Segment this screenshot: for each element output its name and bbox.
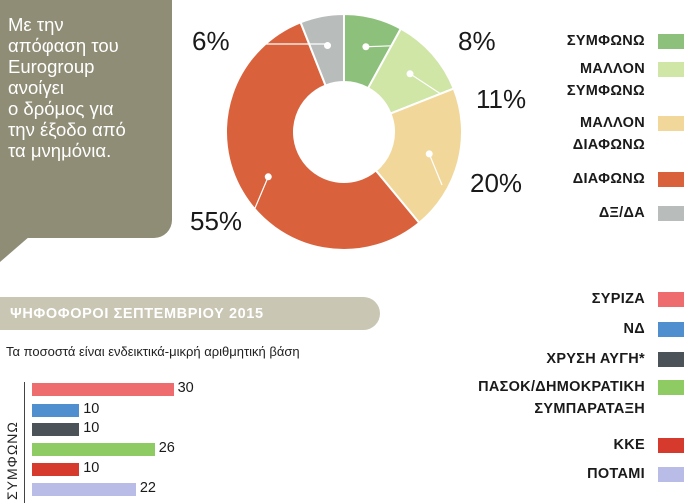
bar — [32, 404, 80, 417]
party-legend-item: ΚΚΕ — [613, 434, 645, 456]
callout-line: Eurogroup — [8, 56, 95, 77]
party-label: ΣΥΡΙΖΑ — [591, 291, 645, 307]
bar-value-label: 22 — [139, 480, 156, 496]
party-label: ΝΔ — [623, 321, 645, 337]
party-swatch — [658, 322, 684, 337]
legend-item: ΜΑΛΛΟΝ ΔΙΑΦΩΝΩ — [573, 112, 645, 156]
party-label: ΠΟΤΑΜΙ — [587, 466, 645, 482]
bar-value-label: 30 — [177, 380, 194, 396]
party-swatch — [658, 467, 684, 482]
bar-value-label: 26 — [158, 440, 175, 456]
party-swatch — [658, 380, 684, 395]
callout-tail — [0, 236, 30, 262]
donut-value-label: 8% — [458, 26, 496, 56]
legend-swatch — [658, 206, 684, 221]
party-label: ΧΡΥΣΗ ΑΥΓΗ* — [546, 351, 645, 367]
legend-swatch — [658, 62, 684, 77]
callout-line: ανοίγει — [8, 77, 64, 98]
legend-swatch — [658, 116, 684, 131]
legend-label: ΜΑΛΛΟΝ — [579, 115, 645, 131]
sample-note: Τα ποσοστά είναι ενδεικτικά-μικρή αριθμη… — [6, 344, 300, 359]
donut-slice — [299, 12, 345, 87]
donut-chart: 8% 11% 20% 55% 6% — [190, 12, 526, 251]
donut-slice — [374, 87, 463, 225]
legend-label: ΔΙΑΦΩΝΩ — [572, 171, 645, 187]
bar-value-label: 10 — [83, 420, 100, 436]
legend-label: ΜΑΛΛΟΝ — [579, 61, 645, 77]
party-swatch — [658, 352, 684, 367]
callout-line: Με την — [8, 14, 64, 35]
bar-group-axis — [0, 382, 25, 503]
leader-dot — [264, 173, 272, 181]
party-legend-item: ΠΑΣΟΚ/ΔΗΜΟΚΡΑΤΙΚΗ ΣΥΜΠΑΡΑΤΑΞΗ — [478, 376, 645, 420]
donut-slice — [225, 20, 421, 251]
bar-value-label: 10 — [83, 401, 100, 417]
donut-value-label: 20% — [470, 168, 522, 198]
callout-text: Με την απόφαση του Eurogroup ανοίγει ο δ… — [8, 14, 168, 161]
party-swatch — [658, 292, 684, 307]
callout-bubble — [0, 0, 172, 238]
bar — [32, 483, 136, 496]
bar-value-label: 10 — [83, 460, 100, 476]
legend-item: ΔΞ/ΔΑ — [599, 202, 645, 224]
bar-group-label: ΣΥΜΦΩΝΩ — [4, 421, 20, 500]
legend-label: ΣΥΜΦΩΝΩ — [566, 33, 645, 49]
party-label: ΚΚΕ — [613, 437, 645, 453]
bar — [32, 463, 80, 476]
legend-label: ΣΥΜΦΩΝΩ — [566, 83, 645, 99]
leader-dot — [406, 70, 414, 78]
donut-value-label: 6% — [192, 26, 230, 56]
leader-line — [247, 176, 269, 225]
bar — [32, 383, 174, 396]
leader-dot — [324, 42, 332, 50]
party-label: ΣΥΜΠΑΡΑΤΑΞΗ — [534, 401, 645, 417]
section-header-bar — [0, 297, 380, 330]
leader-line — [428, 153, 443, 186]
bar — [32, 423, 80, 436]
party-legend-item: ΣΥΡΙΖΑ — [592, 288, 645, 310]
callout-line: ο δρόμος για — [8, 98, 114, 119]
party-legend-item: ΧΡΥΣΗ ΑΥΓΗ* — [546, 348, 645, 370]
legend-label: ΔΞ/ΔΑ — [598, 205, 645, 221]
donut-value-label: 55% — [190, 206, 242, 236]
legend-swatch — [658, 34, 684, 49]
legend-item: ΣΥΜΦΩΝΩ — [567, 30, 645, 52]
bar — [32, 443, 155, 456]
party-swatch — [658, 438, 684, 453]
party-legend-item: ΠΟΤΑΜΙ — [587, 463, 645, 485]
callout-line: απόφαση του — [8, 35, 119, 56]
donut-hole — [295, 83, 393, 181]
party-legend-item: ΝΔ — [624, 318, 646, 340]
legend-swatch — [658, 172, 684, 187]
party-label: ΠΑΣΟΚ/ΔΗΜΟΚΡΑΤΙΚΗ — [478, 379, 645, 395]
section-header-title: ΨΗΦΟΦΟΡΟΙ ΣΕΠΤΕΜΒΡΙΟΥ 2015 — [10, 306, 264, 322]
donut-value-label: 11% — [476, 84, 526, 114]
legend-label: ΔΙΑΦΩΝΩ — [572, 137, 645, 153]
callout-line: τα μνημόνια. — [8, 140, 112, 161]
leader-dot — [362, 43, 370, 51]
legend-item: ΜΑΛΛΟΝ ΣΥΜΦΩΝΩ — [567, 58, 645, 102]
callout-line: την έξοδο από — [8, 119, 126, 140]
legend-item: ΔΙΑΦΩΝΩ — [573, 168, 645, 190]
leader-dot — [425, 150, 433, 158]
